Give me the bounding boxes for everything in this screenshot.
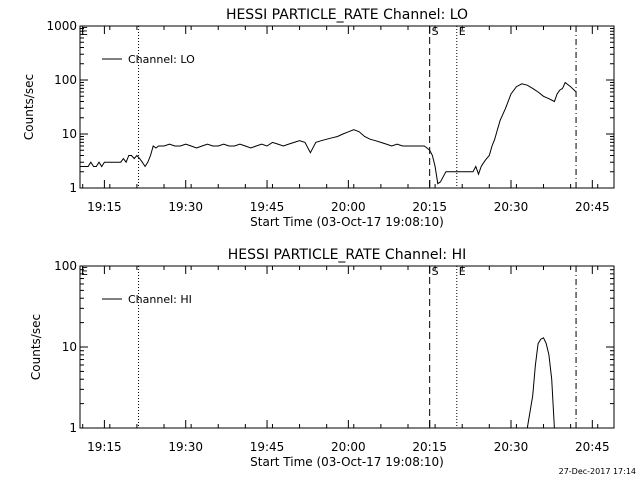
x-tick-label: 20:15 xyxy=(412,200,447,214)
y-axis-label: Counts/sec xyxy=(22,74,36,140)
x-tick-label: 19:30 xyxy=(168,200,203,214)
lo-channel-panel: HESSI PARTICLE_RATE Channel: LO Start Tim… xyxy=(22,7,615,229)
hi-channel-panel: HESSI PARTICLE_RATE Channel: HI Start Tim… xyxy=(29,247,615,469)
y-tick-label: 10 xyxy=(62,340,77,354)
corner-label: E xyxy=(81,265,88,278)
series-line xyxy=(80,81,577,185)
y-tick-label: 1 xyxy=(69,421,77,435)
x-tick-label: 20:30 xyxy=(494,200,529,214)
x-tick-label: 19:45 xyxy=(250,200,285,214)
x-tick-label: 20:00 xyxy=(331,200,366,214)
y-tick-label: 100 xyxy=(54,259,77,273)
x-axis-label: Start Time (03-Oct-17 19:08:10) xyxy=(250,215,444,229)
event-marker-label: E xyxy=(459,265,466,278)
x-tick-label: 20:30 xyxy=(494,440,529,454)
y-tick-label: 100 xyxy=(54,73,77,87)
y-tick-label: 1000 xyxy=(46,19,77,33)
footer-timestamp: 27-Dec-2017 17:14 xyxy=(559,467,636,476)
x-axis-label: Start Time (03-Oct-17 19:08:10) xyxy=(250,455,444,469)
plot-frame xyxy=(79,265,615,429)
x-tick-label: 20:45 xyxy=(575,200,610,214)
x-tick-label: 20:00 xyxy=(331,440,366,454)
event-marker-label: E xyxy=(459,25,466,38)
x-tick-label: 19:45 xyxy=(250,440,285,454)
y-axis-label: Counts/sec xyxy=(29,314,43,380)
corner-label: E xyxy=(81,25,88,38)
x-tick-label: 19:15 xyxy=(87,440,122,454)
x-tick-label: 20:45 xyxy=(575,440,610,454)
x-tick-label: 19:15 xyxy=(87,200,122,214)
y-tick-label: 1 xyxy=(69,181,77,195)
event-marker-label: S xyxy=(432,25,439,38)
chart-title: HESSI PARTICLE_RATE Channel: LO xyxy=(226,7,468,23)
event-marker-label: S xyxy=(432,265,439,278)
legend-entry: Channel: HI xyxy=(128,293,192,306)
plot-frame xyxy=(79,25,615,189)
y-tick-label: 10 xyxy=(62,127,77,141)
x-tick-label: 19:30 xyxy=(168,440,203,454)
chart-title: HESSI PARTICLE_RATE Channel: HI xyxy=(228,247,466,263)
series-line xyxy=(526,337,555,429)
legend-entry: Channel: LO xyxy=(128,53,195,66)
x-tick-label: 20:15 xyxy=(412,440,447,454)
